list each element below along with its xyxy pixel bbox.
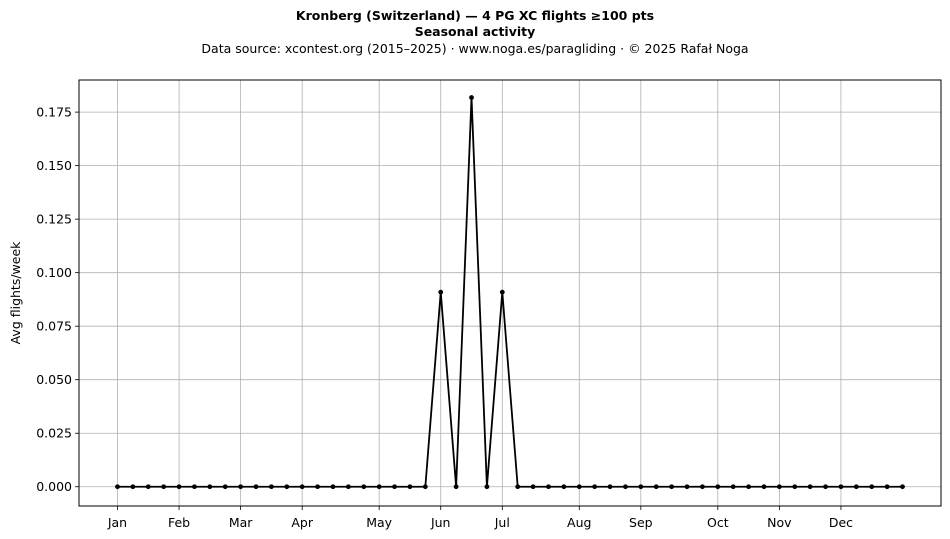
data-point bbox=[900, 484, 905, 490]
data-point bbox=[469, 95, 474, 100]
x-tick-label: Dec bbox=[829, 515, 853, 530]
y-tick-label: 0.100 bbox=[36, 265, 72, 280]
data-point bbox=[207, 484, 213, 490]
x-tick-label: Sep bbox=[629, 515, 653, 530]
data-point bbox=[407, 484, 413, 490]
plot-frame bbox=[78, 79, 942, 507]
y-tick-label: 0.025 bbox=[36, 426, 72, 441]
data-point bbox=[484, 484, 490, 490]
y-tick-label: 0.125 bbox=[36, 212, 72, 227]
data-point bbox=[438, 289, 444, 295]
data-points bbox=[115, 95, 905, 490]
data-point bbox=[530, 484, 536, 490]
y-axis-label: Avg flights/week bbox=[8, 241, 23, 345]
x-tick-label: Mar bbox=[229, 515, 253, 530]
x-tick-label: Nov bbox=[767, 515, 792, 530]
data-point bbox=[838, 484, 844, 490]
data-point bbox=[776, 484, 782, 490]
data-point bbox=[176, 484, 182, 490]
data-point bbox=[623, 484, 628, 490]
x-tick-label: Feb bbox=[168, 515, 190, 530]
data-point bbox=[161, 484, 167, 490]
data-point bbox=[607, 484, 613, 490]
y-tick-label: 0.000 bbox=[36, 479, 72, 494]
chart-source: Data source: xcontest.org (2015–2025) · … bbox=[201, 41, 749, 56]
data-point bbox=[761, 484, 767, 490]
data-point bbox=[130, 484, 136, 490]
data-point bbox=[145, 484, 151, 490]
data-point bbox=[115, 484, 120, 490]
y-tick-label: 0.150 bbox=[36, 158, 72, 173]
data-point bbox=[192, 484, 197, 490]
data-point bbox=[315, 484, 320, 490]
chart-title: Kronberg (Switzerland) — 4 PG XC flights… bbox=[295, 8, 655, 23]
data-point bbox=[222, 484, 228, 490]
series-line bbox=[117, 96, 903, 488]
data-point bbox=[330, 484, 336, 490]
data-point bbox=[299, 484, 305, 490]
data-point bbox=[238, 484, 244, 490]
y-axis-ticks: 0.000 0.025 0.050 0.075 0.100 0.125 0.150 0.175 bbox=[36, 105, 79, 494]
data-point bbox=[422, 484, 428, 490]
data-point bbox=[576, 484, 582, 490]
data-point bbox=[884, 484, 890, 490]
grid-lines bbox=[79, 80, 941, 506]
y-tick-label: 0.075 bbox=[36, 319, 72, 334]
data-point bbox=[638, 484, 644, 490]
data-point bbox=[823, 484, 828, 490]
data-point bbox=[853, 484, 859, 490]
data-point bbox=[792, 484, 798, 490]
x-tick-label: May bbox=[366, 515, 392, 530]
data-point bbox=[700, 484, 705, 490]
chart-titles: Kronberg (Switzerland) — 4 PG XC flights… bbox=[0, 8, 950, 58]
data-point bbox=[361, 484, 367, 490]
x-axis-ticks: Jan Feb Mar Apr May Jun Jul Aug Sep Oct Nov Dec bbox=[107, 506, 853, 530]
data-point bbox=[715, 484, 721, 490]
x-tick-label: Jul bbox=[494, 515, 510, 530]
data-point bbox=[653, 484, 659, 490]
data-point bbox=[376, 484, 382, 490]
data-point bbox=[669, 484, 675, 490]
y-tick-label: 0.175 bbox=[36, 105, 72, 120]
data-point bbox=[807, 484, 813, 490]
data-point bbox=[546, 484, 551, 490]
data-point bbox=[253, 484, 259, 490]
chart-subtitle: Seasonal activity bbox=[414, 24, 536, 39]
series-line-group bbox=[117, 96, 903, 488]
data-point bbox=[684, 484, 690, 490]
data-point bbox=[453, 484, 459, 490]
data-point bbox=[592, 484, 598, 490]
x-tick-label: Apr bbox=[291, 515, 313, 530]
data-point bbox=[869, 484, 875, 490]
x-tick-label: Jun bbox=[430, 515, 451, 530]
data-point bbox=[284, 484, 290, 490]
data-point bbox=[746, 484, 751, 490]
data-point bbox=[499, 289, 505, 295]
y-tick-label: 0.050 bbox=[36, 372, 72, 387]
data-point bbox=[730, 484, 736, 490]
x-tick-label: Aug bbox=[567, 515, 591, 530]
data-point bbox=[515, 484, 521, 490]
data-point bbox=[345, 484, 351, 490]
data-point bbox=[269, 484, 274, 490]
x-tick-label: Jan bbox=[107, 515, 127, 530]
data-point bbox=[392, 484, 397, 490]
data-point bbox=[561, 484, 567, 490]
x-tick-label: Oct bbox=[707, 515, 729, 530]
